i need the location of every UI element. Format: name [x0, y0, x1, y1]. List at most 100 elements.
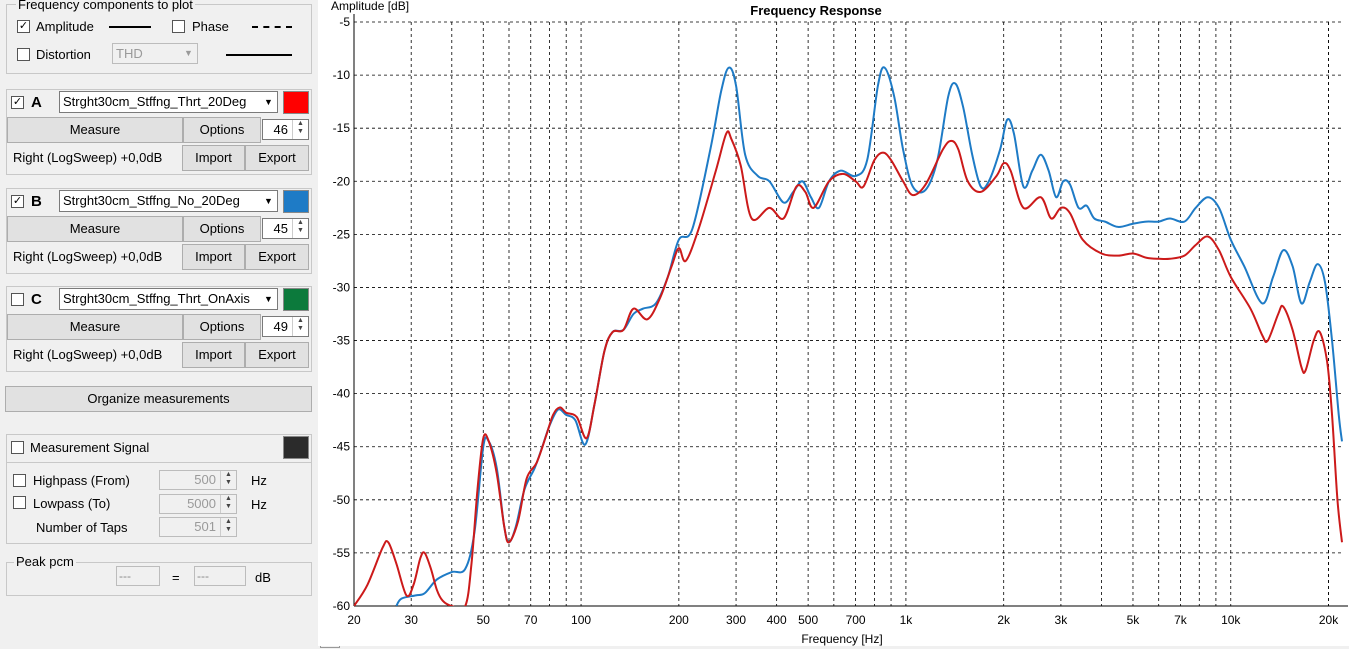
- spin-arrows-icon[interactable]: ▲ ▼: [292, 219, 308, 238]
- peak-value-1: ---: [116, 566, 160, 586]
- y-tick-label: -25: [333, 227, 351, 241]
- y-tick-label: -10: [333, 68, 351, 82]
- chart-title: Frequency Response: [750, 3, 882, 18]
- phase-line-sample: [252, 26, 292, 28]
- options-button[interactable]: Options: [183, 216, 261, 242]
- x-tick-label: 10k: [1221, 613, 1241, 627]
- amplitude-label: Amplitude: [36, 19, 94, 34]
- x-tick-label: 2k: [997, 613, 1011, 627]
- spin-arrows-icon[interactable]: ▲ ▼: [220, 495, 236, 513]
- x-axis-label: Frequency [Hz]: [801, 632, 882, 646]
- highpass-input[interactable]: 500 ▲ ▼: [159, 470, 237, 490]
- series-line-1: [354, 130, 1343, 606]
- spin-arrows-icon[interactable]: ▲ ▼: [292, 120, 308, 139]
- lowpass-input[interactable]: 5000 ▲ ▼: [159, 494, 237, 514]
- x-tick-label: 20: [347, 613, 361, 627]
- measurement-signal-color[interactable]: [283, 436, 309, 459]
- measurement-number: 45: [273, 221, 288, 236]
- lowpass-value: 5000: [187, 496, 216, 511]
- chevron-down-icon: ▼: [180, 44, 197, 63]
- y-tick-label: -50: [333, 493, 351, 507]
- spin-arrows-icon[interactable]: ▲ ▼: [292, 317, 308, 336]
- measurement-name: Strght30cm_Stffng_No_20Deg: [63, 193, 240, 208]
- y-tick-label: -60: [333, 599, 351, 613]
- frequency-response-plot[interactable]: -5 -10 -15 -20 -25 -30 -35 -40 -45 -50 -55 -60 20 30 5…: [318, 0, 1349, 646]
- taps-value: 501: [194, 519, 216, 534]
- measurement-letter: A: [31, 94, 42, 111]
- import-button[interactable]: Import: [182, 244, 245, 270]
- x-tick-label: 7k: [1174, 613, 1188, 627]
- taps-label: Number of Taps: [36, 520, 128, 535]
- measurement-name-select[interactable]: Strght30cm_Stffng_Thrt_OnAxis ▼: [59, 288, 278, 310]
- y-tick-label: -30: [333, 280, 351, 294]
- x-tick-label: 100: [571, 613, 591, 627]
- options-button[interactable]: Options: [183, 314, 261, 340]
- distortion-line-sample: [226, 54, 292, 56]
- x-tick-label: 3k: [1055, 613, 1069, 627]
- spin-arrows-icon[interactable]: ▲ ▼: [220, 518, 236, 536]
- chevron-down-icon: ▼: [260, 92, 277, 112]
- measurement-color-swatch[interactable]: [283, 91, 309, 114]
- chevron-down-icon: ▼: [260, 289, 277, 309]
- amplitude-checkbox[interactable]: ✓: [17, 20, 30, 33]
- import-button[interactable]: Import: [182, 342, 245, 368]
- measurement-info: Right (LogSweep) +0,0dB: [13, 249, 163, 264]
- x-tick-label: 50: [477, 613, 491, 627]
- export-button[interactable]: Export: [245, 244, 309, 270]
- y-tick-label: -15: [333, 121, 351, 135]
- measurement-number-input[interactable]: 45 ▲ ▼: [262, 218, 309, 239]
- chevron-down-icon: ▼: [260, 191, 277, 211]
- y-tick-label: -35: [333, 334, 351, 348]
- distortion-select[interactable]: THD ▼: [112, 43, 198, 64]
- measurement-name-select[interactable]: Strght30cm_Stffng_Thrt_20Deg ▼: [59, 91, 278, 113]
- measurement-name-select[interactable]: Strght30cm_Stffng_No_20Deg ▼: [59, 190, 278, 212]
- measure-button[interactable]: Measure: [7, 117, 183, 143]
- x-tick-label: 400: [767, 613, 787, 627]
- measurement-signal-checkbox[interactable]: [11, 441, 24, 454]
- series-line-0: [395, 66, 1343, 606]
- taps-input[interactable]: 501 ▲ ▼: [159, 517, 237, 537]
- phase-label: Phase: [192, 19, 229, 34]
- measurement-a-checkbox[interactable]: ✓: [11, 96, 24, 109]
- y-tick-label: -45: [333, 440, 351, 454]
- highpass-label: Highpass (From): [33, 473, 130, 488]
- x-tick-label: 700: [846, 613, 866, 627]
- peak-unit: dB: [255, 570, 271, 585]
- highpass-checkbox[interactable]: [13, 474, 26, 487]
- options-button[interactable]: Options: [183, 117, 261, 143]
- measurement-number-input[interactable]: 46 ▲ ▼: [262, 119, 309, 140]
- x-tick-label: 200: [669, 613, 689, 627]
- measurement-letter: C: [31, 291, 42, 308]
- y-axis-label: Amplitude [dB]: [331, 0, 409, 13]
- distortion-checkbox[interactable]: [17, 48, 30, 61]
- measure-button[interactable]: Measure: [7, 216, 183, 242]
- x-tick-label: 300: [726, 613, 746, 627]
- y-tick-label: -20: [333, 174, 351, 188]
- x-tick-label: 20k: [1319, 613, 1339, 627]
- measurement-name: Strght30cm_Stffng_Thrt_OnAxis: [63, 291, 250, 306]
- y-tick-label: -55: [333, 546, 351, 560]
- export-button[interactable]: Export: [245, 342, 309, 368]
- organize-measurements-button[interactable]: Organize measurements: [5, 386, 312, 412]
- import-button[interactable]: Import: [182, 145, 245, 171]
- measurement-letter: B: [31, 193, 42, 210]
- highpass-unit: Hz: [251, 473, 267, 488]
- distortion-label: Distortion: [36, 47, 91, 62]
- lowpass-checkbox[interactable]: [13, 496, 26, 509]
- measurement-number-input[interactable]: 49 ▲ ▼: [262, 316, 309, 337]
- measurement-c-checkbox[interactable]: [11, 293, 24, 306]
- measurement-color-swatch[interactable]: [283, 190, 309, 213]
- spin-arrows-icon[interactable]: ▲ ▼: [220, 471, 236, 489]
- measure-button[interactable]: Measure: [7, 314, 183, 340]
- highpass-value: 500: [194, 472, 216, 487]
- measurement-name: Strght30cm_Stffng_Thrt_20Deg: [63, 94, 247, 109]
- lowpass-unit: Hz: [251, 497, 267, 512]
- frequency-components-title: Frequency components to plot: [16, 0, 195, 12]
- peak-equals: =: [172, 570, 180, 585]
- measurement-color-swatch[interactable]: [283, 288, 309, 311]
- y-tick-label: -40: [333, 387, 351, 401]
- phase-checkbox[interactable]: [172, 20, 185, 33]
- export-button[interactable]: Export: [245, 145, 309, 171]
- measurement-b-checkbox[interactable]: ✓: [11, 195, 24, 208]
